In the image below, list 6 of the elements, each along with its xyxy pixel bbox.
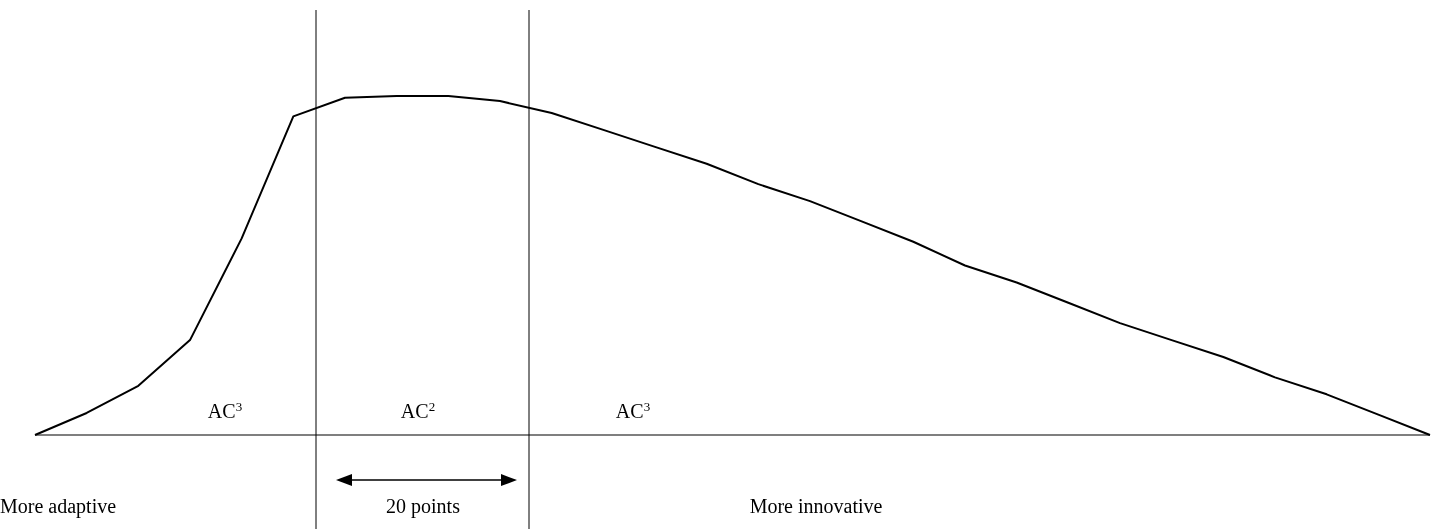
text: More innovative — [749, 495, 883, 517]
annotation: AC$^{3}$ — [207, 398, 243, 422]
text: More adaptive — [0, 495, 117, 518]
text: 20 points — [386, 495, 461, 518]
annotation: AC$^{2}$ — [400, 398, 436, 422]
annotation: AC$^{3}$ — [615, 398, 651, 422]
